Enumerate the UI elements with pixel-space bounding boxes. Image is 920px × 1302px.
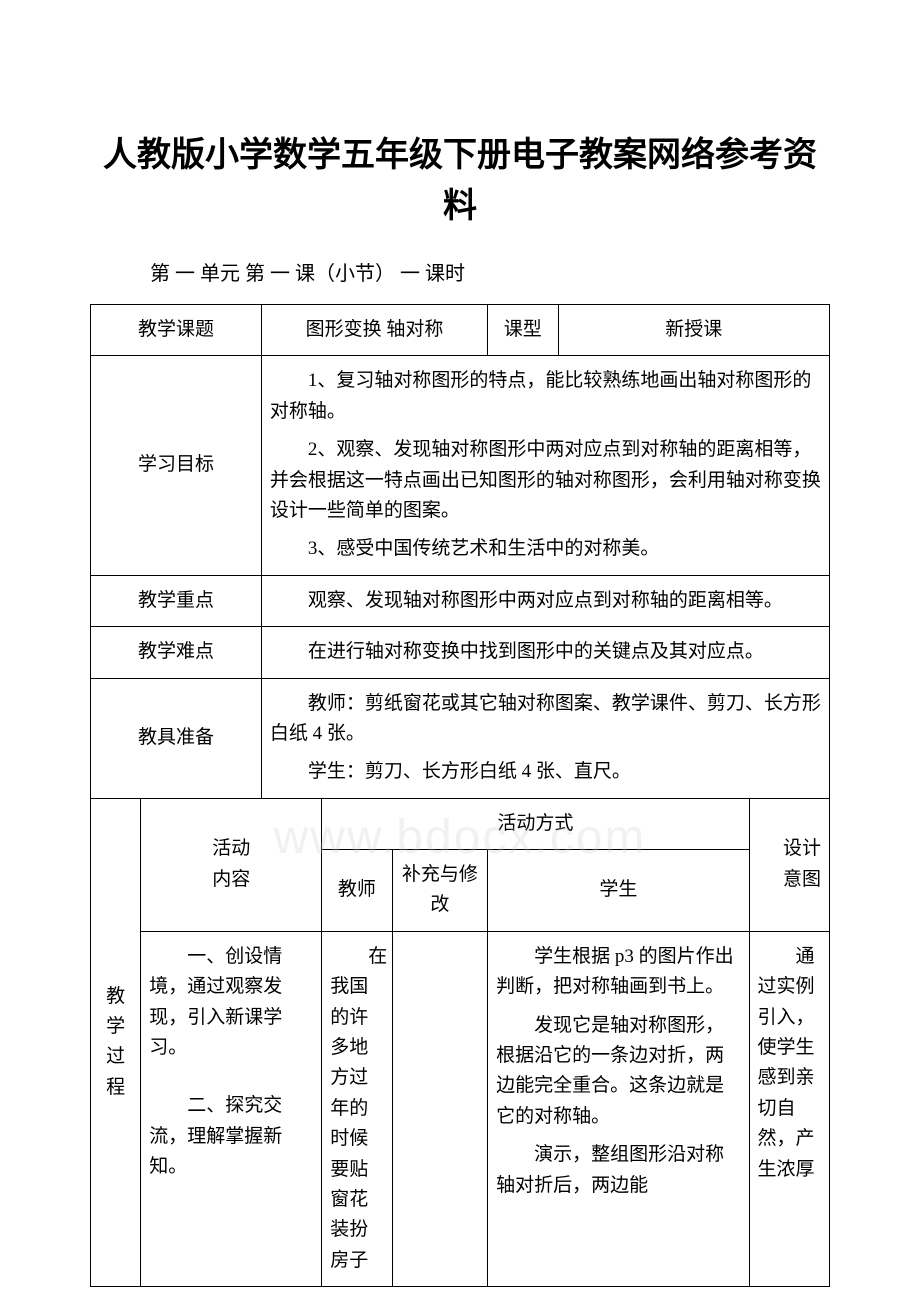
student-content: 学生根据 p3 的图片作出判断，把对称轴画到书上。 发现它是轴对称图形，根据沿它… (488, 931, 749, 1286)
content-label: 活动 (149, 834, 313, 864)
method-label: 活动方式 (322, 798, 749, 849)
difficulty-label: 教学难点 (91, 627, 262, 678)
tools-p2: 学生：剪刀、长方形白纸 4 张、直尺。 (270, 757, 821, 787)
keypoint-content: 观察、发现轴对称图形中两对应点到对称轴的距离相等。 (261, 575, 829, 626)
design-content: 通过实例引入，使学生感到亲切自然，产生浓厚 (749, 931, 829, 1286)
topic-row: 教学课题 图形变换 轴对称 课型 新授课 (91, 305, 830, 356)
tools-row: 教具准备 教师：剪纸窗花或其它轴对称图案、教学课件、剪刀、长方形白纸 4 张。 … (91, 678, 830, 798)
teacher-label: 教师 (322, 850, 392, 932)
type-label: 课型 (488, 305, 558, 356)
keypoint-label: 教学重点 (91, 575, 262, 626)
content-sublabel: 内容 (149, 865, 313, 895)
tools-content: 教师：剪纸窗花或其它轴对称图案、教学课件、剪刀、长方形白纸 4 张。 学生：剪刀… (261, 678, 829, 798)
topic-value: 图形变换 轴对称 (261, 305, 487, 356)
keypoint-row: 教学重点 观察、发现轴对称图形中两对应点到对称轴的距离相等。 (91, 575, 830, 626)
student-p1: 学生根据 p3 的图片作出判断，把对称轴画到书上。 (496, 942, 740, 1003)
design-header: 设计 意图 (749, 798, 829, 931)
process-content-row: 一、创设情境，通过观察发现，引入新课学习。 二、探究交流，理解掌握新知。 在我国… (91, 931, 830, 1286)
goal-p2: 2、观察、发现轴对称图形中两对应点到对称轴的距离相等，并会根据这一特点画出已知图… (270, 435, 821, 526)
student-p2: 发现它是轴对称图形，根据沿它的一条边对折，两边能完全重合。这条边就是它的对称轴。 (496, 1011, 740, 1133)
process-header-row1: 教学过程 活动 内容 活动方式 设计 意图 (91, 798, 830, 849)
activity-content: 一、创设情境，通过观察发现，引入新课学习。 二、探究交流，理解掌握新知。 (141, 931, 322, 1286)
lesson-plan-table: 教学课题 图形变换 轴对称 课型 新授课 学习目标 1、复习轴对称图形的特点，能… (90, 304, 830, 1287)
document-title: 人教版小学数学五年级下册电子教案网络参考资料 (90, 130, 830, 232)
difficulty-content: 在进行轴对称变换中找到图形中的关键点及其对应点。 (261, 627, 829, 678)
goal-label: 学习目标 (91, 356, 262, 575)
document-subtitle: 第 一 单元 第 一 课（小节） 一 课时 (90, 257, 830, 286)
tools-p1: 教师：剪纸窗花或其它轴对称图案、教学课件、剪刀、长方形白纸 4 张。 (270, 689, 821, 750)
goal-content: 1、复习轴对称图形的特点，能比较熟练地画出轴对称图形的对称轴。 2、观察、发现轴… (261, 356, 829, 575)
design-label2: 意图 (758, 865, 821, 895)
goal-p3: 3、感受中国传统艺术和生活中的对称美。 (270, 534, 821, 564)
goal-row: 学习目标 1、复习轴对称图形的特点，能比较熟练地画出轴对称图形的对称轴。 2、观… (91, 356, 830, 575)
topic-label: 教学课题 (91, 305, 262, 356)
goal-p1: 1、复习轴对称图形的特点，能比较熟练地画出轴对称图形的对称轴。 (270, 366, 821, 427)
activity-p2: 二、探究交流，理解掌握新知。 (149, 1091, 313, 1182)
student-p3: 演示，整组图形沿对称轴对折后，两边能 (496, 1140, 740, 1201)
tools-label: 教具准备 (91, 678, 262, 798)
supplement-label: 补充与修改 (392, 850, 488, 932)
process-main-label: 教学过程 (91, 798, 141, 1286)
design-label1: 设计 (758, 834, 821, 864)
student-label: 学生 (488, 850, 749, 932)
supplement-content (392, 931, 488, 1286)
activity-p1: 一、创设情境，通过观察发现，引入新课学习。 (149, 942, 313, 1064)
teacher-content: 在我国的许多地方过年的时候要贴窗花装扮房子 (322, 931, 392, 1286)
type-value: 新授课 (558, 305, 830, 356)
content-header: 活动 内容 (141, 798, 322, 931)
difficulty-row: 教学难点 在进行轴对称变换中找到图形中的关键点及其对应点。 (91, 627, 830, 678)
